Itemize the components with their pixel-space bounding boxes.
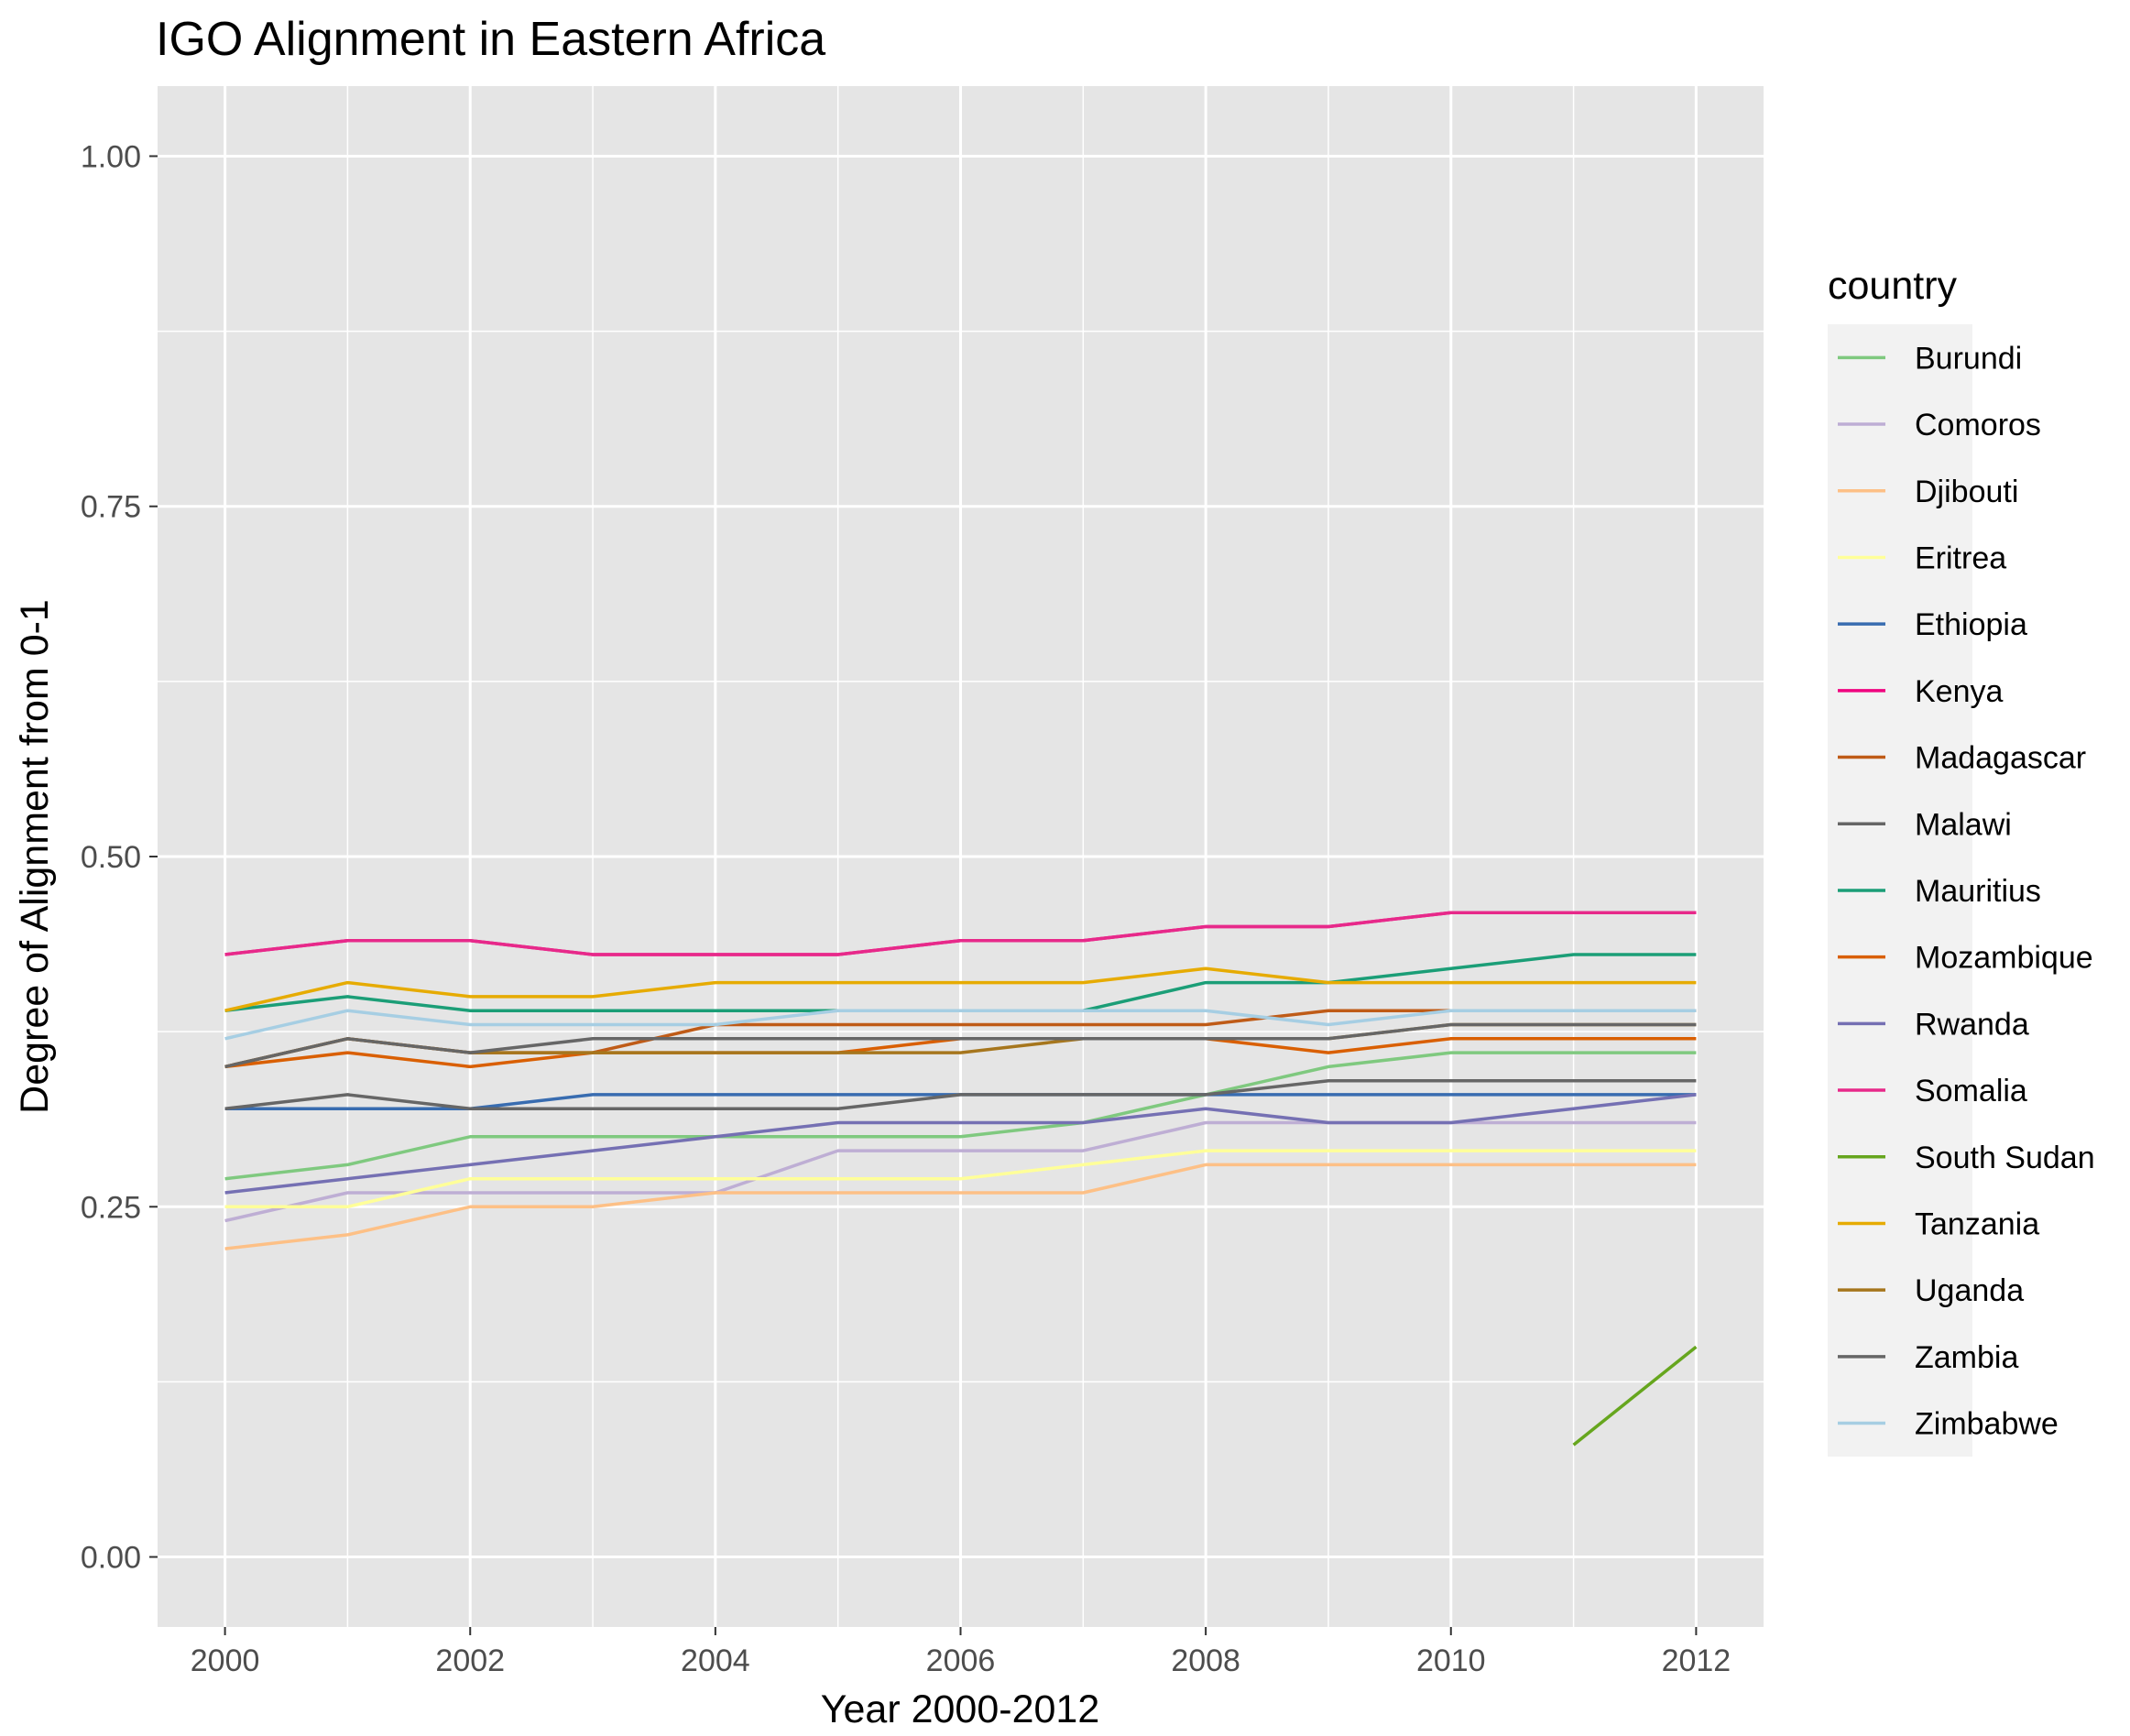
legend-label-ethiopia: Ethiopia bbox=[1915, 607, 2027, 642]
y-axis-title: Degree of Alignment from 0-1 bbox=[13, 599, 57, 1114]
chart-title: IGO Alignment in Eastern Africa bbox=[156, 13, 825, 66]
series-line-burundi bbox=[224, 1051, 1697, 1181]
series-line-rwanda bbox=[224, 1093, 1697, 1195]
x-tick-label: 2010 bbox=[1416, 1643, 1486, 1678]
series-line-tanzania bbox=[224, 966, 1697, 1012]
legend-label-somalia: Somalia bbox=[1915, 1074, 2027, 1108]
y-tick-label: 0.00 bbox=[81, 1541, 141, 1576]
series-line-malawi bbox=[224, 1078, 1697, 1110]
legend-label-rwanda: Rwanda bbox=[1915, 1007, 2029, 1042]
legend-label-tanzania: Tanzania bbox=[1915, 1206, 2039, 1241]
series-line-djibouti bbox=[224, 1163, 1697, 1250]
series-line-zambia bbox=[224, 1022, 1697, 1069]
x-tick-label: 2004 bbox=[681, 1643, 750, 1678]
series-line-somalia bbox=[224, 911, 1697, 956]
legend: country Burundi Comoros Djibouti Eritrea Eth… bbox=[1828, 264, 2095, 1457]
legend-label-madagascar: Madagascar bbox=[1915, 741, 2086, 776]
legend-label-mozambique: Mozambique bbox=[1915, 941, 2093, 976]
legend-label-kenya: Kenya bbox=[1915, 674, 2003, 709]
legend-label-mauritius: Mauritius bbox=[1915, 874, 2041, 909]
series-lines bbox=[224, 911, 1698, 1447]
legend-label-comoros: Comoros bbox=[1915, 408, 2041, 442]
series-line-eritrea bbox=[224, 1149, 1697, 1209]
legend-label-malawi: Malawi bbox=[1915, 807, 2012, 842]
axes: 2000 2002 2004 2006 2008 2010 2012 0.00 0.25 0.50… bbox=[81, 139, 1731, 1678]
x-tick-label: 2006 bbox=[926, 1643, 996, 1678]
x-tick-label: 2012 bbox=[1662, 1643, 1731, 1678]
legend-label-djibouti: Djibouti bbox=[1915, 475, 2018, 509]
y-tick-label: 0.25 bbox=[81, 1190, 141, 1225]
x-tick-label: 2002 bbox=[435, 1643, 505, 1678]
legend-label-zambia: Zambia bbox=[1915, 1340, 2018, 1375]
legend-label-eritrea: Eritrea bbox=[1915, 540, 2006, 575]
y-tick-label: 0.75 bbox=[81, 490, 141, 525]
x-tick-label: 2000 bbox=[191, 1643, 260, 1678]
legend-label-south-sudan: South Sudan bbox=[1915, 1141, 2095, 1175]
y-tick-label: 0.50 bbox=[81, 840, 141, 875]
x-tick-label: 2008 bbox=[1171, 1643, 1240, 1678]
legend-label-zimbabwe: Zimbabwe bbox=[1915, 1407, 2059, 1442]
legend-label-uganda: Uganda bbox=[1915, 1273, 2024, 1308]
grid-lines bbox=[158, 86, 1764, 1627]
series-line-south-sudan bbox=[1572, 1345, 1698, 1447]
legend-title: country bbox=[1828, 264, 1958, 308]
series-line-zimbabwe bbox=[224, 1009, 1697, 1041]
legend-label-burundi: Burundi bbox=[1915, 341, 2022, 376]
y-tick-label: 1.00 bbox=[81, 139, 141, 174]
x-axis-title: Year 2000-2012 bbox=[821, 1687, 1099, 1731]
